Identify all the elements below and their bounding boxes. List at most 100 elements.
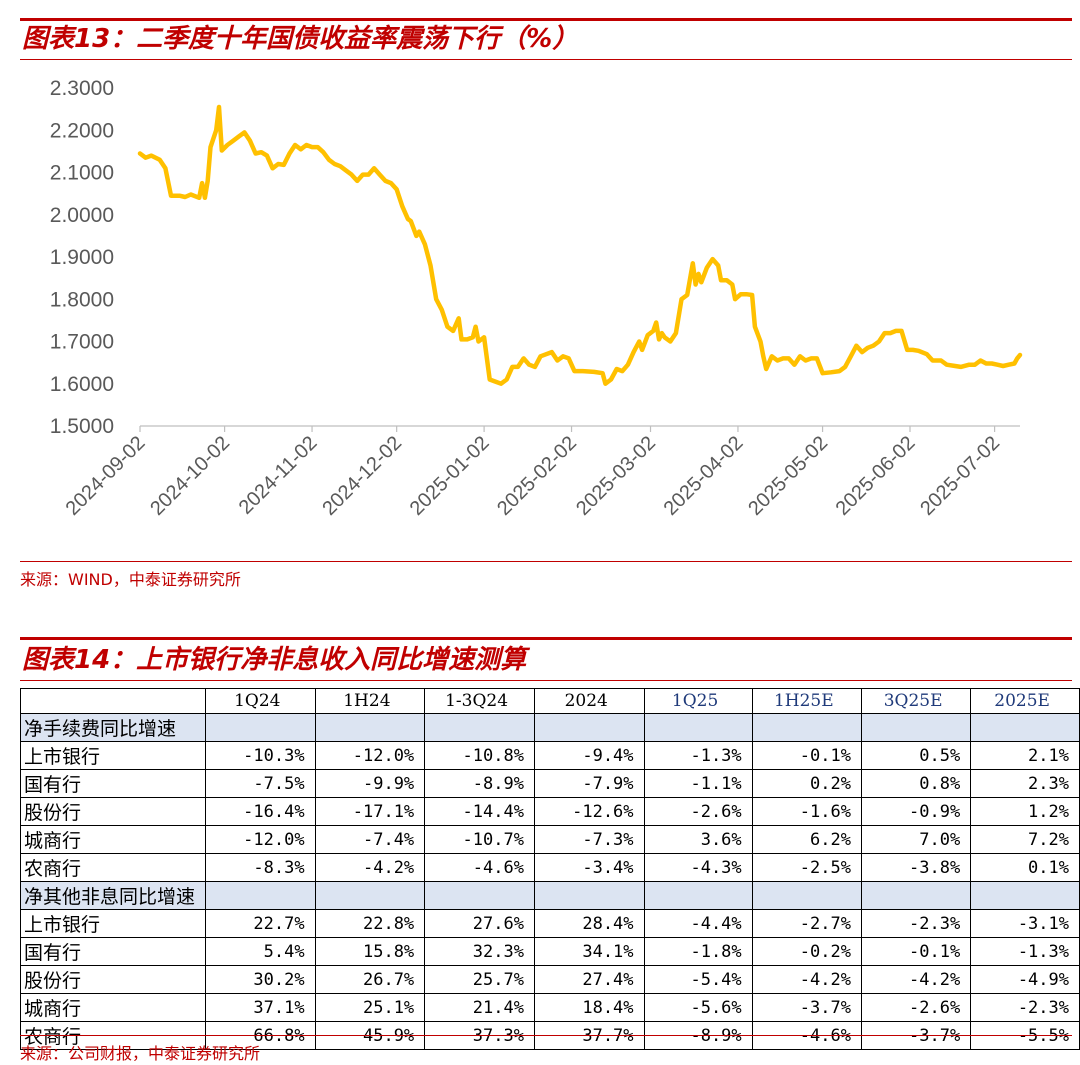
table-cell: -9.4% [533, 741, 645, 770]
table-cell: 3.6% [643, 825, 753, 854]
figure13-title: 图表13：二季度十年国债收益率震荡下行（%） [20, 18, 1072, 60]
table-cell: -0.9% [860, 797, 972, 826]
table-cell: -1.1% [643, 769, 753, 798]
table-row-label: 城商行 [19, 993, 207, 1022]
table-cell: -1.3% [643, 741, 753, 770]
table-header-row: 1Q24 1H24 1-3Q24 2024 1Q25 1H25E 3Q25E 2025E [19, 688, 1080, 714]
x-tick-label: 2025-04-02 [660, 432, 748, 520]
table-cell: -3.7% [751, 993, 862, 1022]
table-row: 国有行 -7.5% -9.9% -8.9% -7.9% -1.1% 0.2% 0.8% 2.3% [19, 769, 1080, 798]
table-cell: 32.3% [424, 937, 535, 966]
table-row: 股份行 -16.4% -17.1% -14.4% -12.6% -2.6% -1.6% -0.… [19, 797, 1080, 826]
table-cell: 18.4% [533, 993, 645, 1022]
table-cell: 37.1% [205, 993, 316, 1022]
table-cell: 0.5% [860, 741, 972, 770]
x-tick-label: 2024-09-02 [62, 432, 150, 520]
table-cell: 5.4% [205, 937, 316, 966]
x-tick-label: 2024-12-02 [318, 432, 406, 520]
table-group-cell [970, 881, 1080, 910]
table-group-cell [424, 713, 535, 742]
table-cell: -14.4% [424, 797, 535, 826]
table-cell: -16.4% [205, 797, 316, 826]
non-interest-income-table: 1Q24 1H24 1-3Q24 2024 1Q25 1H25E 3Q25E 2025E 净手续… [19, 688, 1080, 1050]
table-cell: 6.2% [751, 825, 862, 854]
table-cell: -4.2% [860, 965, 972, 994]
table-cell: -2.3% [970, 993, 1080, 1022]
table-cell: 34.1% [533, 937, 645, 966]
table-row: 国有行 5.4% 15.8% 32.3% 34.1% -1.8% -0.2% -0.1% -1.… [19, 937, 1080, 966]
table-cell: 30.2% [205, 965, 316, 994]
table-cell: 0.2% [751, 769, 862, 798]
y-tick-label: 2.2000 [50, 119, 114, 142]
table-cell: -4.2% [314, 853, 426, 882]
table-group-cell [205, 881, 316, 910]
table-cell: 22.8% [314, 909, 426, 938]
table-header-cell: 2025E [970, 688, 1080, 714]
x-tick-label: 2025-05-02 [744, 432, 832, 520]
table-row: 上市银行 22.7% 22.8% 27.6% 28.4% -4.4% -2.7% -2.3% -… [19, 909, 1080, 938]
table-header-cell: 1-3Q24 [424, 688, 535, 714]
table-cell: -17.1% [314, 797, 426, 826]
table-row: 股份行 30.2% 26.7% 25.7% 27.4% -5.4% -4.2% -4.2% -4… [19, 965, 1080, 994]
figure14-title: 图表14：上市银行净非息收入同比增速测算 [20, 637, 1072, 681]
yield-chart: 2.3000 2.2000 2.1000 2.0000 1.9000 1.8000 1.70… [0, 60, 1080, 560]
table-cell: -7.4% [314, 825, 426, 854]
table-cell: -2.7% [751, 909, 862, 938]
table-row-label: 城商行 [19, 825, 207, 854]
table-cell: -12.0% [205, 825, 316, 854]
table-cell: -5.6% [643, 993, 753, 1022]
table-cell: -9.9% [314, 769, 426, 798]
table-cell: -8.9% [424, 769, 535, 798]
table-cell: -4.3% [643, 853, 753, 882]
table-cell: -0.2% [751, 937, 862, 966]
table-group-cell [643, 881, 753, 910]
table-cell: -7.5% [205, 769, 316, 798]
table-cell: -12.0% [314, 741, 426, 770]
table-row: 城商行 37.1% 25.1% 21.4% 18.4% -5.6% -3.7% -2.6% -2… [19, 993, 1080, 1022]
table-cell: 28.4% [533, 909, 645, 938]
line-chart-svg: 2.3000 2.2000 2.1000 2.0000 1.9000 1.8000 1.70… [50, 77, 1023, 520]
table-group-label: 净手续费同比增速 [19, 713, 207, 742]
x-tick-label: 2025-06-02 [832, 432, 920, 520]
table-row-label: 国有行 [19, 937, 207, 966]
table-cell: -3.1% [970, 909, 1080, 938]
y-tick-label: 2.1000 [50, 162, 114, 185]
table-group-cell [424, 881, 535, 910]
table-group-cell [533, 881, 645, 910]
table-cell: -4.9% [970, 965, 1080, 994]
table-group-cell [970, 713, 1080, 742]
table-row-label: 股份行 [19, 965, 207, 994]
figure13-source: 来源：WIND，中泰证券研究所 [20, 561, 1072, 590]
table-header-cell: 1Q24 [205, 688, 316, 714]
table-header-cell [19, 688, 207, 714]
y-tick-label: 2.0000 [50, 204, 114, 227]
table-header-cell: 1H24 [314, 688, 426, 714]
table-cell: 2.3% [970, 769, 1080, 798]
table-cell: 27.4% [533, 965, 645, 994]
table-cell: 21.4% [424, 993, 535, 1022]
table-cell: -2.3% [860, 909, 972, 938]
table-cell: 0.8% [860, 769, 972, 798]
x-tick-label: 2025-02-02 [493, 432, 581, 520]
table-group-cell [643, 713, 753, 742]
x-tick-label: 2024-11-02 [235, 432, 322, 519]
table-cell: -0.1% [860, 937, 972, 966]
y-tick-label: 1.6000 [50, 373, 114, 396]
table-cell: -7.3% [533, 825, 645, 854]
table-group-cell [314, 713, 426, 742]
y-tick-label: 1.7000 [50, 331, 114, 354]
table-cell: 27.6% [424, 909, 535, 938]
table-group-cell [314, 881, 426, 910]
x-tick-label: 2025-03-02 [572, 432, 660, 520]
table-cell: 26.7% [314, 965, 426, 994]
x-tick-label: 2024-10-02 [146, 432, 234, 520]
table-cell: -7.9% [533, 769, 645, 798]
table-cell: 25.7% [424, 965, 535, 994]
table-cell: -2.6% [643, 797, 753, 826]
table-cell: -10.3% [205, 741, 316, 770]
figure14-source: 来源：公司财报，中泰证券研究所 [20, 1035, 1072, 1064]
table-row-label: 上市银行 [19, 909, 207, 938]
table-cell: -8.3% [205, 853, 316, 882]
table-header-cell: 1H25E [751, 688, 862, 714]
table-cell: 15.8% [314, 937, 426, 966]
